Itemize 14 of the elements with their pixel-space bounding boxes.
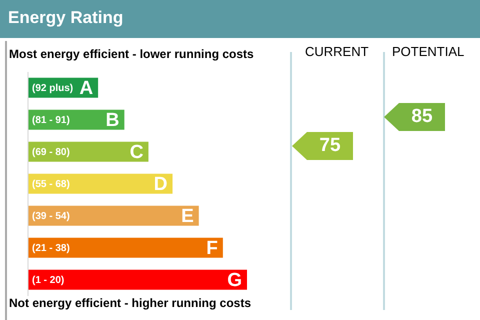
category-label: (69 - 80) C [32,141,144,162]
category-label: (1 - 20) G [32,269,242,290]
text: CURRENT [305,44,369,59]
y-tick-label: (92 plus) A [32,77,94,98]
text: 85 [410,106,434,128]
text: Most energy efficient - lower running costs [9,47,254,61]
text: 75 [318,135,342,157]
category-label: (39 - 54) E [32,205,194,226]
text: POTENTIAL [392,44,464,59]
category-label: (81 - 91) B [32,109,120,130]
category-label: (55 - 68) D [32,173,168,194]
chart-title: Energy Rating [8,8,124,28]
annotation: Not energy efficient - higher running costs [9,296,252,310]
category-label: (21 - 38) F [32,237,218,258]
